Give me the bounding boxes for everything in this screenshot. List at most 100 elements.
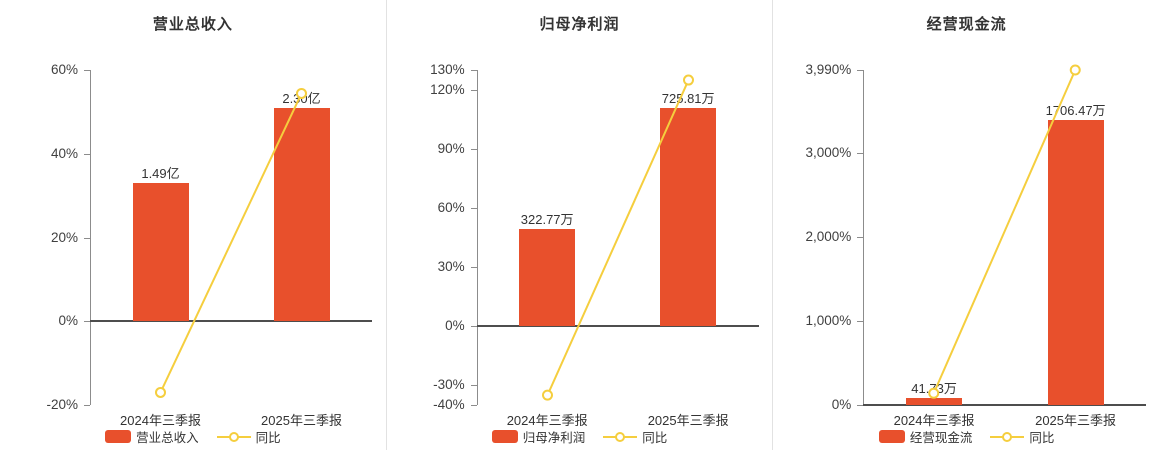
line-marker (296, 87, 307, 99)
y-tick-mark (84, 405, 90, 406)
x-axis-label: 2025年三季报 (647, 413, 729, 428)
bar-series-label: 营业总收入 (136, 431, 199, 445)
legend-item-bar: 归母净利润 (491, 427, 586, 446)
bar (519, 229, 576, 327)
x-axis-label: 2024年三季报 (893, 413, 975, 428)
bar-value-label: 1706.47万 (1045, 103, 1106, 119)
bar-value-label: 1.49亿 (141, 165, 180, 181)
line-series-swatch (603, 431, 638, 443)
bar-series-label: 经营现金流 (909, 431, 973, 445)
line-series-label: 同比 (642, 431, 668, 445)
y-tick-mark (470, 405, 477, 406)
y-axis-line (863, 70, 865, 405)
yoy-trend-line (928, 64, 1082, 399)
line-legend-glyph (603, 431, 638, 442)
zero-axis-line (90, 320, 372, 323)
line-series-swatch (216, 431, 251, 443)
y-tick-mark (470, 326, 477, 328)
y-tick-label: -30% (433, 377, 465, 393)
bar-series-label: 归母净利润 (522, 431, 586, 445)
bar (906, 398, 963, 405)
y-tick-label: 2,000% (805, 229, 852, 245)
bar (660, 108, 717, 327)
zero-axis-line (476, 325, 759, 328)
legend: 归母净利润 同比 (387, 427, 773, 446)
y-tick-label: 0% (831, 397, 852, 412)
chart-panel-net-profit: 归母净利润 130% 120% 90% 60% 30% 0% -30% -40% 322.77万… (387, 0, 774, 450)
legend: 经营现金流 同比 (773, 427, 1160, 446)
y-tick-mark (857, 153, 864, 155)
line-marker (928, 387, 940, 399)
y-axis-line (476, 70, 478, 405)
legend-item-bar: 营业总收入 (105, 427, 199, 446)
y-tick-mark (470, 207, 477, 209)
chart-title: 经营现金流 (926, 16, 1007, 33)
chart-title: 归母净利润 (539, 16, 620, 33)
y-tick-label: 3,990% (805, 62, 852, 77)
line-legend-glyph (216, 431, 251, 442)
bar-series-swatch (491, 430, 518, 443)
chart-panel-cash-flow: 经营现金流 3,990%3,000%2,000%1,000%0%41.73万17… (773, 0, 1160, 450)
y-tick-label: 0% (445, 318, 465, 334)
line-series-label: 同比 (1029, 431, 1055, 445)
y-tick-mark (470, 148, 477, 150)
bar-series-swatch (878, 430, 905, 443)
y-tick-label: 1,000% (805, 313, 852, 329)
x-axis-label: 2024年三季报 (120, 413, 201, 428)
y-tick-label: 20% (50, 229, 78, 245)
chart-title: 营业总收入 (152, 16, 233, 33)
y-tick-label: -20% (46, 397, 78, 412)
bar-value-label: 322.77万 (520, 212, 574, 228)
bar (1047, 120, 1104, 405)
plot-area: 3,990%3,000%2,000%1,000%0%41.73万1706.47万… (773, 63, 1160, 428)
y-tick-label: 60% (437, 199, 465, 215)
y-tick-mark (857, 405, 864, 406)
plot-area: 130% 120% 90% 60% 30% 0% -30% -40% 322.77万 725.81… (387, 63, 773, 428)
y-tick-label: 60% (50, 62, 78, 77)
y-tick-label: 120% (430, 81, 465, 97)
legend-item-bar: 经营现金流 (878, 427, 973, 446)
y-tick-mark (470, 267, 477, 269)
y-tick-mark (857, 237, 864, 239)
x-axis-label: 2025年三季报 (1035, 413, 1117, 428)
line-legend-glyph (990, 431, 1025, 442)
y-tick-label: 3,000% (805, 145, 852, 161)
yoy-trend-line (155, 87, 307, 398)
bar-series-swatch (105, 430, 132, 443)
y-tick-mark (84, 237, 90, 239)
y-tick-label: -40% (433, 397, 465, 412)
line-marker (541, 389, 553, 401)
y-tick-label: 130% (430, 62, 465, 77)
y-tick-mark (470, 70, 477, 71)
zero-axis-line (863, 404, 1147, 406)
legend: 营业总收入 同比 (0, 427, 386, 446)
y-tick-mark (84, 321, 90, 323)
bar (132, 182, 189, 322)
y-tick-mark (470, 89, 477, 91)
line-marker (682, 74, 694, 86)
plot-area: 60%40%20%0%-20%1.49亿2.30亿2024年三季报2025年三季… (0, 63, 386, 428)
y-tick-label: 30% (437, 259, 465, 275)
line-marker (155, 386, 166, 398)
legend-item-line: 同比 (603, 427, 667, 446)
bar (273, 107, 330, 322)
y-tick-label: 90% (437, 140, 465, 156)
legend-item-line: 同比 (990, 427, 1054, 446)
y-tick-label: 40% (50, 145, 78, 161)
x-axis-label: 2025年三季报 (261, 413, 342, 428)
line-series-label: 同比 (255, 431, 281, 445)
y-tick-mark (84, 153, 90, 155)
y-tick-mark (857, 321, 864, 323)
legend-item-line: 同比 (216, 427, 281, 446)
line-marker (1070, 64, 1082, 76)
y-tick-mark (470, 385, 477, 387)
y-tick-mark (857, 70, 864, 71)
y-axis-line (90, 70, 91, 405)
y-tick-label: 0% (58, 313, 78, 329)
chart-panel-revenue: 营业总收入 60%40%20%0%-20%1.49亿2.30亿2024年三季报2… (0, 0, 387, 450)
yoy-trend-line (541, 74, 694, 401)
bar-value-label: 725.81万 (661, 91, 715, 107)
x-axis-label: 2024年三季报 (506, 413, 588, 428)
line-series-swatch (990, 431, 1025, 443)
